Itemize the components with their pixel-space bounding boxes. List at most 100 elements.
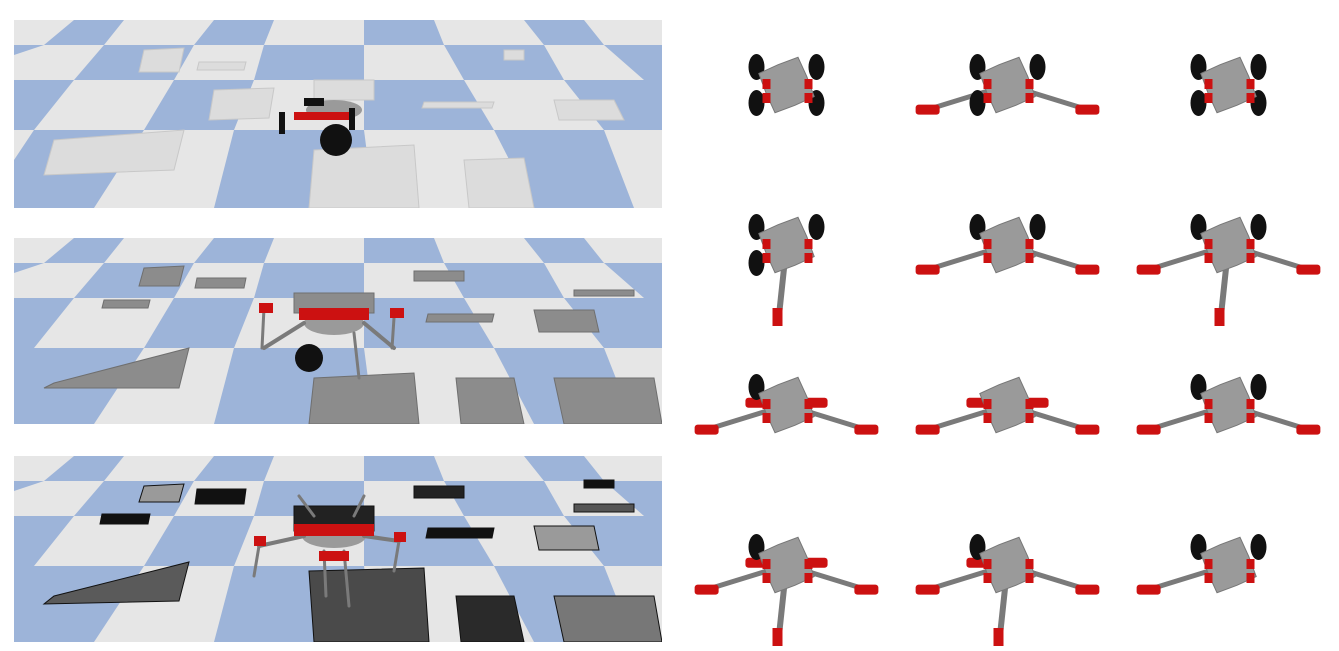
- robot-actuator: [762, 253, 771, 263]
- morphology-cell: [897, 330, 1118, 490]
- robot-body: [979, 536, 1036, 594]
- simulation-scene-1: [14, 20, 662, 208]
- robot-foot-actuator: [915, 424, 940, 435]
- robot-foot-actuator: [1075, 104, 1100, 115]
- morphology-cell: [1118, 330, 1339, 490]
- morphology-cell: [676, 490, 897, 650]
- robot-wheel: [1029, 54, 1046, 80]
- robot-morphology-render: [694, 374, 879, 435]
- robot-tail-actuator: [1214, 308, 1225, 326]
- robot-wheel: [1190, 90, 1207, 116]
- robot-actuator: [1246, 253, 1255, 263]
- robot-morphology-render: [1136, 534, 1267, 595]
- robot-wheel: [808, 54, 825, 80]
- robot-morphology-render: [1136, 374, 1321, 435]
- floor-obstacles: [43, 265, 662, 424]
- robot-actuator: [1025, 79, 1034, 89]
- robot-actuator: [804, 573, 813, 583]
- robot-actuator: [1204, 79, 1213, 89]
- robot-morphology-render: [915, 214, 1100, 275]
- robot-morphology-render: [915, 376, 1100, 435]
- robot-actuator: [1246, 573, 1255, 583]
- robot-actuator: [1204, 413, 1213, 423]
- robot-actuator: [983, 573, 992, 583]
- morphology-cell: [676, 170, 897, 330]
- robot-wheel: [808, 214, 825, 240]
- robot-actuator: [983, 413, 992, 423]
- robot-wheel: [969, 90, 986, 116]
- robot-actuator: [1204, 559, 1213, 569]
- robot-foot-actuator: [1075, 424, 1100, 435]
- robot-foot-actuator: [1296, 424, 1321, 435]
- morphology-cell: [1118, 10, 1339, 170]
- robot-foot-actuator: [854, 424, 879, 435]
- robot-actuator: [804, 239, 813, 249]
- robot-actuator: [762, 573, 771, 583]
- robot-actuator: [983, 399, 992, 409]
- simulation-scene-2: [14, 238, 662, 424]
- simulation-scene-3: [14, 456, 662, 642]
- robot-actuator: [1204, 573, 1213, 583]
- morphology-cell: [897, 490, 1118, 650]
- robot-actuator: [1204, 93, 1213, 103]
- robot-actuator: [983, 559, 992, 569]
- robot-actuator: [1025, 93, 1034, 103]
- robot-actuator: [762, 413, 771, 423]
- robot-body: [758, 216, 815, 274]
- robot-actuator: [983, 93, 992, 103]
- robot-body: [979, 376, 1036, 434]
- robot-body: [758, 536, 815, 594]
- robot-body: [1200, 216, 1257, 274]
- robot-wheel: [1029, 214, 1046, 240]
- robot-foot-actuator: [694, 424, 719, 435]
- robot-morphology-render: [748, 54, 825, 116]
- robot-body: [979, 216, 1036, 274]
- robot-actuator: [1204, 399, 1213, 409]
- robot-foot-actuator: [1075, 584, 1100, 595]
- morphology-grid: [676, 10, 1339, 651]
- robot-actuator: [1246, 79, 1255, 89]
- scene-1-render: [14, 20, 662, 208]
- robot-actuator: [804, 399, 813, 409]
- robot-actuator: [1025, 253, 1034, 263]
- scene-3-render: [14, 456, 662, 642]
- morphology-cell: [1118, 490, 1339, 650]
- morphology-cell: [1118, 170, 1339, 330]
- robot-body: [1200, 376, 1257, 434]
- robot-morphology-render: [915, 534, 1100, 646]
- robot-actuator: [762, 93, 771, 103]
- robot-wheeled-legged: [259, 303, 404, 380]
- robot-wheel: [748, 90, 765, 116]
- robot-body: [1200, 56, 1257, 114]
- robot-foot-actuator: [915, 584, 940, 595]
- robot-wheel: [1250, 534, 1267, 560]
- morphology-cell: [676, 10, 897, 170]
- robot-actuator: [762, 559, 771, 569]
- robot-actuator: [1204, 253, 1213, 263]
- floor-obstacles: [42, 479, 662, 642]
- robot-foot-actuator: [694, 584, 719, 595]
- robot-foot-actuator: [854, 584, 879, 595]
- robot-foot-actuator: [1136, 264, 1161, 275]
- morphology-cell: [897, 170, 1118, 330]
- robot-actuator: [804, 93, 813, 103]
- robot-actuator: [1246, 239, 1255, 249]
- robot-morphology-render: [694, 534, 879, 646]
- robot-body: [979, 56, 1036, 114]
- robot-wheel: [1250, 214, 1267, 240]
- robot-actuator: [1025, 413, 1034, 423]
- robot-actuator: [1246, 559, 1255, 569]
- robot-foot-actuator: [915, 104, 940, 115]
- robot-actuator: [983, 239, 992, 249]
- robot-actuator: [1246, 413, 1255, 423]
- robot-actuator: [804, 79, 813, 89]
- floor-obstacles: [43, 47, 625, 208]
- robot-wheeled: [279, 98, 362, 156]
- robot-actuator: [1025, 573, 1034, 583]
- robot-foot-actuator: [1136, 584, 1161, 595]
- robot-actuator: [804, 413, 813, 423]
- robot-actuator: [1204, 239, 1213, 249]
- robot-actuator: [983, 79, 992, 89]
- robot-foot-actuator: [1075, 264, 1100, 275]
- robot-tail-actuator: [772, 308, 783, 326]
